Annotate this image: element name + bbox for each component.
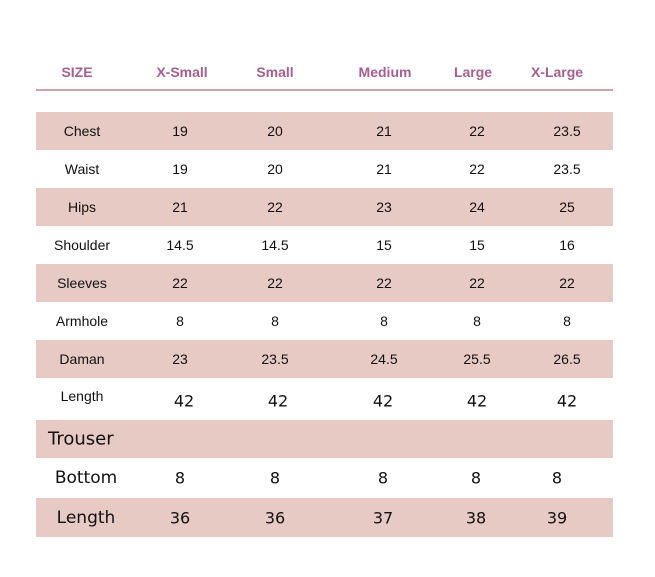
value-cell: 39 <box>546 508 568 527</box>
row-label: Armhole <box>55 313 109 329</box>
value-cell: 8 <box>271 313 279 329</box>
value-cell: 42 <box>556 391 578 411</box>
value-cell: 22 <box>559 275 575 291</box>
value-cell: 36 <box>169 508 191 527</box>
value-cell: 37 <box>372 508 394 527</box>
value-cell: 42 <box>173 391 195 411</box>
value-cell: 14.5 <box>166 237 194 253</box>
column-header: Large <box>453 64 493 80</box>
value-cell: 24 <box>469 199 485 215</box>
value-cell: 8 <box>377 468 389 488</box>
value-cell: 8 <box>380 313 388 329</box>
trouser-section-header: Trouser <box>36 420 613 458</box>
value-cell: 21 <box>376 161 392 177</box>
table-row: Sleeves 22 22 22 22 22 <box>36 264 613 302</box>
value-cell: 20 <box>267 123 283 139</box>
table-row: Hips 21 22 23 24 25 <box>36 188 613 226</box>
value-cell: 14.5 <box>261 237 289 253</box>
row-label: Length <box>56 507 116 528</box>
row-label: Bottom <box>54 468 118 488</box>
value-cell: 22 <box>469 275 485 291</box>
value-cell: 20 <box>267 161 283 177</box>
row-label: Sleeves <box>57 275 107 291</box>
value-cell: 23.5 <box>261 351 289 367</box>
column-header: X-Large <box>530 64 584 80</box>
value-cell: 8 <box>176 313 184 329</box>
value-cell: 42 <box>466 391 488 411</box>
row-label: Chest <box>63 123 101 139</box>
value-cell: 22 <box>267 275 283 291</box>
header-rule <box>36 89 613 91</box>
value-cell: 22 <box>267 199 283 215</box>
value-cell: 15 <box>376 237 392 253</box>
value-cell: 8 <box>473 313 481 329</box>
row-label: Shoulder <box>53 237 111 253</box>
row-label: Length <box>60 387 104 404</box>
value-cell: 22 <box>469 123 485 139</box>
table-row: Bottom 8 8 8 8 8 <box>36 458 613 498</box>
value-cell: 22 <box>469 161 485 177</box>
section-title: Trouser <box>48 428 114 450</box>
value-cell: 42 <box>372 391 394 411</box>
value-cell: 25 <box>559 199 575 215</box>
value-cell: 38 <box>465 508 487 527</box>
value-cell: 42 <box>267 391 289 411</box>
value-cell: 8 <box>563 313 571 329</box>
value-cell: 8 <box>470 468 482 488</box>
value-cell: 19 <box>172 161 188 177</box>
table-row: Length 36 36 37 38 39 <box>36 498 613 537</box>
table-row: Waist 19 20 21 22 23.5 <box>36 150 613 188</box>
value-cell: 15 <box>469 237 485 253</box>
value-cell: 22 <box>172 275 188 291</box>
column-header: X-Small <box>156 64 208 80</box>
row-label: Waist <box>64 161 100 177</box>
value-cell: 21 <box>376 123 392 139</box>
value-cell: 8 <box>174 468 186 488</box>
table-row: Length 42 42 42 42 42 <box>36 378 613 420</box>
table-row: Daman 23 23.5 24.5 25.5 26.5 <box>36 340 613 378</box>
column-header: Medium <box>358 64 412 80</box>
value-cell: 25.5 <box>463 351 491 367</box>
value-cell: 8 <box>269 468 281 488</box>
value-cell: 23 <box>376 199 392 215</box>
value-cell: 24.5 <box>370 351 398 367</box>
value-cell: 8 <box>551 468 563 488</box>
value-cell: 16 <box>559 237 575 253</box>
column-header: SIZE <box>61 64 93 80</box>
table-row: Chest 19 20 21 22 23.5 <box>36 112 613 150</box>
value-cell: 26.5 <box>553 351 581 367</box>
value-cell: 23 <box>172 351 188 367</box>
value-cell: 21 <box>172 199 188 215</box>
column-header: Small <box>256 64 294 80</box>
value-cell: 22 <box>376 275 392 291</box>
row-label: Hips <box>67 199 97 215</box>
table-row: Armhole 8 8 8 8 8 <box>36 302 613 340</box>
value-cell: 19 <box>172 123 188 139</box>
row-label: Daman <box>59 351 105 367</box>
value-cell: 23.5 <box>553 123 581 139</box>
value-cell: 23.5 <box>553 161 581 177</box>
value-cell: 36 <box>264 508 286 527</box>
table-row: Shoulder 14.5 14.5 15 15 16 <box>36 226 613 264</box>
